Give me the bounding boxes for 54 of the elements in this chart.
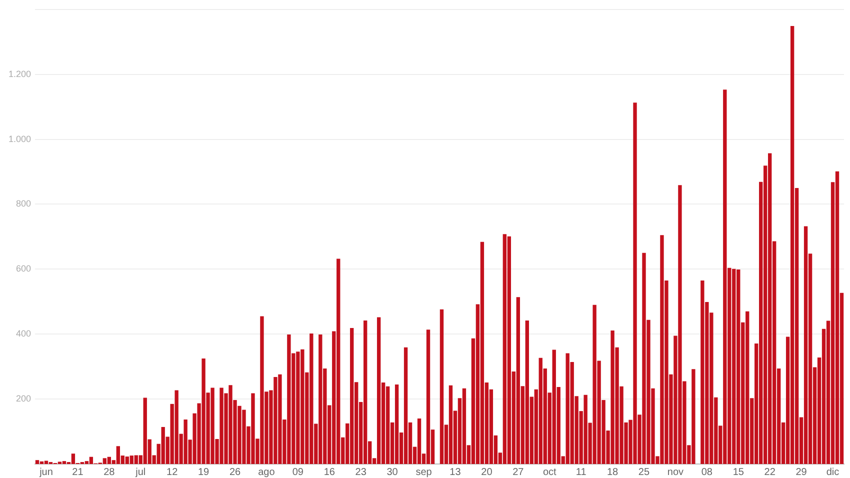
bar bbox=[426, 330, 430, 464]
bar bbox=[89, 456, 94, 464]
x-tick-label: 19 bbox=[198, 466, 210, 478]
x-tick-label: 26 bbox=[229, 466, 241, 478]
x-tick-label: jun bbox=[38, 466, 53, 478]
x-tick-label: 30 bbox=[386, 466, 398, 478]
bar bbox=[417, 418, 422, 464]
x-tick-label: 20 bbox=[481, 466, 493, 478]
x-tick-label: 15 bbox=[732, 466, 744, 478]
y-tick-label: 1.200 bbox=[8, 68, 31, 79]
bar bbox=[804, 226, 808, 464]
bar bbox=[35, 460, 40, 464]
x-tick-label: 29 bbox=[796, 466, 808, 478]
bar bbox=[448, 385, 453, 464]
y-tick-label: 800 bbox=[16, 198, 31, 209]
x-tick-label: 28 bbox=[104, 466, 116, 478]
x-tick-label: 22 bbox=[764, 466, 776, 478]
bar bbox=[790, 26, 794, 464]
bar bbox=[462, 388, 466, 464]
bar bbox=[71, 454, 76, 464]
bar bbox=[480, 242, 484, 464]
x-tick-label: ago bbox=[258, 466, 276, 478]
bar bbox=[84, 461, 89, 464]
x-tick-label: sep bbox=[416, 466, 432, 478]
x-tick-label: dic bbox=[826, 466, 840, 478]
bar bbox=[40, 461, 44, 464]
bar bbox=[404, 347, 408, 464]
x-tick-label: 21 bbox=[72, 466, 84, 478]
bar bbox=[386, 386, 390, 464]
x-tick-label: 12 bbox=[166, 466, 178, 478]
x-tick-label: 11 bbox=[576, 466, 587, 478]
x-tick-label: jul bbox=[134, 466, 146, 478]
x-tick-label: 27 bbox=[512, 466, 524, 478]
bar bbox=[102, 458, 107, 464]
bar bbox=[376, 317, 381, 464]
x-tick-label: nov bbox=[667, 466, 684, 478]
bar bbox=[62, 461, 66, 464]
y-tick-label: 200 bbox=[16, 394, 31, 404]
x-tick-label: 18 bbox=[606, 466, 619, 478]
y-tick-label: 1.000 bbox=[8, 134, 31, 144]
x-tick-label: 13 bbox=[450, 466, 462, 478]
bar bbox=[394, 384, 399, 464]
bar bbox=[835, 171, 840, 464]
x-tick-label: 08 bbox=[701, 466, 713, 478]
bar bbox=[507, 236, 512, 464]
bar bbox=[440, 309, 444, 464]
x-tick-label: 23 bbox=[355, 466, 367, 478]
y-tick-label: 600 bbox=[16, 264, 31, 274]
x-tick-label: 09 bbox=[292, 466, 304, 478]
bar bbox=[502, 234, 507, 464]
x-tick-label: 16 bbox=[324, 466, 336, 478]
y-tick-label: 400 bbox=[16, 328, 31, 339]
x-tick-label: 25 bbox=[638, 466, 650, 478]
x-tick-label: oct bbox=[542, 466, 557, 478]
